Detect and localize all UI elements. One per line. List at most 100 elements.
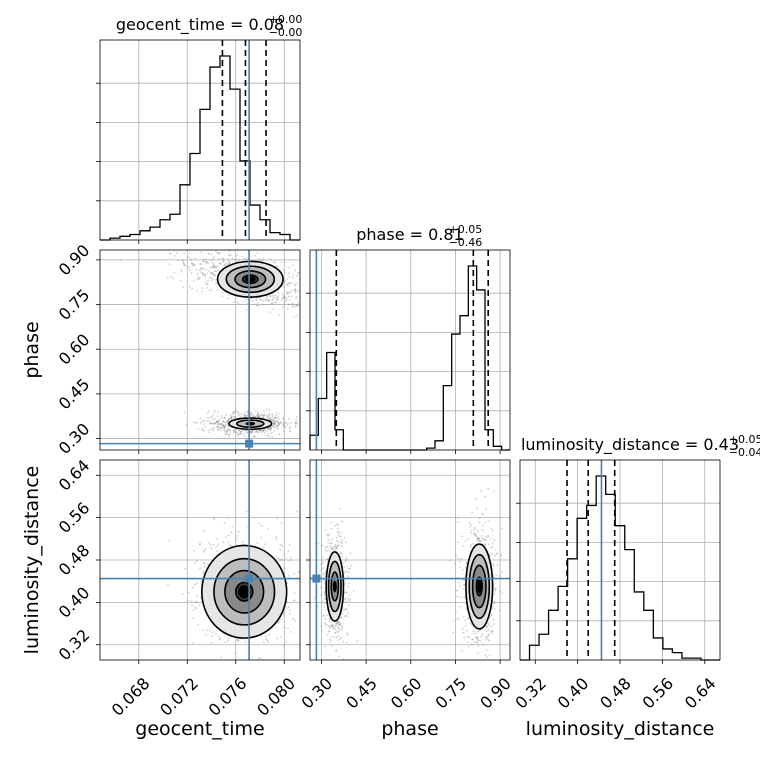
sample-point bbox=[276, 637, 278, 640]
sample-point bbox=[326, 614, 328, 617]
sample-point bbox=[498, 609, 501, 612]
sample-point bbox=[269, 295, 272, 297]
sample-point bbox=[266, 434, 269, 437]
sample-point bbox=[340, 628, 343, 631]
sample-point bbox=[245, 414, 248, 416]
sample-point bbox=[289, 421, 292, 424]
sample-point bbox=[341, 626, 344, 629]
sample-point bbox=[481, 537, 484, 540]
sample-point bbox=[277, 291, 280, 294]
sample-point bbox=[327, 534, 330, 537]
sample-point bbox=[207, 252, 209, 255]
sample-point bbox=[334, 543, 337, 546]
sample-point bbox=[277, 423, 279, 426]
sample-point bbox=[206, 272, 209, 275]
sample-point bbox=[252, 435, 255, 437]
sample-point bbox=[222, 424, 224, 427]
sample-point bbox=[491, 607, 494, 610]
sample-point bbox=[275, 536, 277, 538]
sample-point bbox=[275, 427, 278, 429]
sample-point bbox=[268, 417, 271, 419]
sample-point bbox=[233, 227, 235, 229]
sample-point bbox=[459, 585, 462, 588]
sample-point bbox=[255, 410, 257, 413]
sample-point bbox=[276, 265, 279, 268]
sample-point bbox=[249, 414, 252, 417]
sample-point bbox=[221, 427, 224, 430]
sample-point bbox=[323, 606, 326, 608]
sample-point bbox=[266, 428, 269, 430]
sample-point bbox=[295, 304, 298, 306]
sample-point bbox=[456, 521, 459, 523]
sample-point bbox=[227, 420, 229, 422]
sample-point bbox=[283, 422, 286, 424]
sample-point bbox=[198, 278, 200, 280]
sample-point bbox=[473, 526, 476, 529]
sample-point bbox=[210, 422, 213, 425]
sample-point bbox=[336, 545, 339, 548]
sample-point bbox=[494, 588, 497, 590]
sample-point bbox=[320, 563, 322, 566]
sample-point bbox=[294, 421, 297, 424]
sample-point bbox=[269, 426, 272, 429]
sample-point bbox=[490, 633, 493, 635]
sample-point bbox=[283, 425, 286, 427]
sample-point bbox=[228, 260, 231, 263]
sample-point bbox=[170, 275, 173, 278]
sample-point bbox=[347, 604, 350, 606]
sample-point bbox=[301, 303, 303, 305]
sample-point bbox=[473, 528, 476, 531]
sample-point bbox=[472, 542, 474, 545]
sample-point bbox=[340, 531, 343, 534]
sample-point bbox=[331, 550, 334, 552]
sample-point bbox=[292, 306, 295, 309]
sample-point bbox=[287, 550, 290, 552]
sample-point bbox=[278, 621, 281, 624]
sample-point bbox=[267, 417, 269, 420]
sample-point bbox=[333, 623, 336, 626]
sample-point bbox=[278, 412, 281, 415]
x-tick-label-phase: 0.30 bbox=[298, 674, 337, 713]
sample-point bbox=[263, 428, 266, 431]
sample-point bbox=[241, 541, 244, 543]
sample-point bbox=[245, 258, 248, 261]
sample-point bbox=[188, 266, 191, 269]
sample-point bbox=[258, 416, 260, 418]
sample-point bbox=[322, 567, 325, 570]
sample-point bbox=[257, 416, 260, 418]
sample-point bbox=[230, 417, 233, 419]
sample-point bbox=[222, 257, 225, 260]
sample-point bbox=[328, 619, 330, 622]
sample-point bbox=[268, 633, 271, 636]
sample-point bbox=[211, 428, 214, 430]
sample-point bbox=[224, 634, 227, 637]
sample-point bbox=[261, 259, 264, 262]
truth-marker bbox=[245, 574, 254, 583]
sample-point bbox=[344, 598, 347, 601]
sample-point bbox=[223, 425, 225, 428]
sample-point bbox=[212, 427, 215, 429]
sample-point bbox=[193, 264, 196, 266]
sample-point bbox=[495, 574, 498, 577]
sample-point bbox=[195, 421, 198, 424]
sample-point bbox=[202, 572, 205, 575]
sample-point bbox=[216, 537, 218, 540]
sample-point bbox=[288, 613, 291, 615]
sample-point bbox=[262, 410, 265, 413]
sample-point bbox=[206, 283, 209, 286]
sample-point bbox=[227, 420, 229, 423]
sample-point bbox=[225, 431, 228, 433]
sample-point bbox=[216, 415, 219, 418]
sample-point bbox=[216, 420, 219, 423]
sample-point bbox=[233, 652, 236, 654]
sample-point bbox=[237, 639, 240, 642]
sample-point bbox=[210, 276, 213, 279]
sample-point bbox=[334, 524, 337, 527]
sample-point bbox=[215, 266, 218, 269]
sample-point bbox=[346, 591, 348, 594]
sample-point bbox=[215, 545, 218, 548]
sample-point bbox=[220, 422, 223, 425]
sample-point bbox=[331, 547, 334, 550]
sample-point bbox=[322, 614, 325, 617]
sample-point bbox=[168, 252, 171, 254]
